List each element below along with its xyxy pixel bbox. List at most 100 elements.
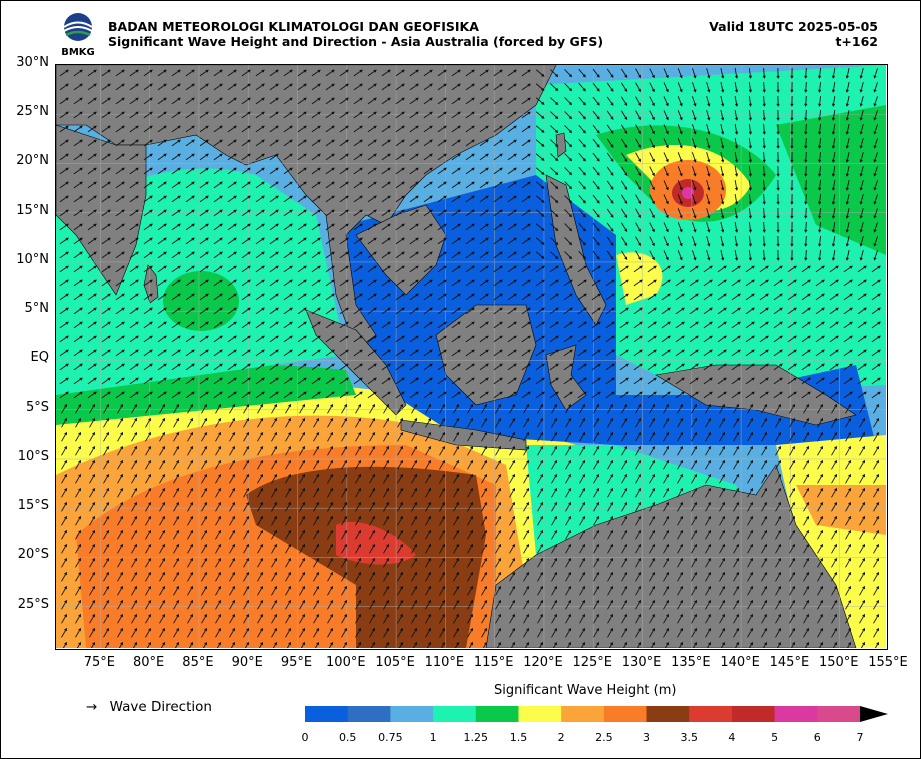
direction-arrow bbox=[703, 349, 713, 357]
direction-arrow bbox=[607, 487, 613, 498]
direction-arrow bbox=[495, 473, 501, 484]
direction-arrow bbox=[845, 515, 851, 526]
direction-arrow bbox=[747, 403, 753, 414]
direction-arrow bbox=[437, 181, 447, 189]
direction-arrow bbox=[761, 403, 767, 414]
direction-arrow bbox=[199, 363, 209, 371]
direction-arrow bbox=[818, 67, 822, 79]
direction-arrow bbox=[776, 207, 780, 219]
direction-arrow bbox=[635, 166, 641, 177]
direction-arrow bbox=[325, 265, 335, 273]
direction-arrow bbox=[579, 501, 585, 512]
direction-arrow bbox=[467, 557, 473, 568]
direction-arrow bbox=[719, 557, 725, 568]
direction-arrow bbox=[327, 501, 333, 512]
direction-arrow bbox=[551, 613, 557, 624]
direction-arrow bbox=[131, 543, 137, 554]
direction-arrow bbox=[705, 613, 711, 624]
direction-arrow bbox=[817, 543, 823, 554]
direction-arrow bbox=[271, 417, 277, 428]
direction-arrow bbox=[465, 139, 475, 147]
direction-arrow bbox=[229, 529, 235, 540]
direction-arrow bbox=[241, 321, 251, 329]
direction-arrow bbox=[187, 599, 193, 610]
direction-arrow bbox=[439, 613, 445, 624]
direction-arrow bbox=[381, 349, 391, 357]
direction-arrow bbox=[325, 349, 335, 357]
direction-arrow bbox=[703, 363, 713, 371]
direction-arrow bbox=[675, 363, 685, 371]
direction-arrow bbox=[748, 95, 752, 107]
direction-arrow bbox=[157, 111, 167, 119]
direction-arrow bbox=[521, 265, 531, 273]
direction-arrow bbox=[101, 377, 111, 385]
direction-arrow bbox=[593, 445, 599, 456]
direction-arrow bbox=[171, 349, 181, 357]
direction-arrow bbox=[747, 585, 753, 596]
direction-arrow bbox=[129, 167, 139, 175]
direction-arrow bbox=[199, 69, 209, 77]
direction-arrow bbox=[437, 167, 447, 175]
direction-arrow bbox=[271, 585, 277, 596]
direction-arrow bbox=[551, 557, 557, 568]
direction-arrow bbox=[831, 403, 837, 414]
direction-arrow bbox=[720, 180, 725, 191]
direction-arrow bbox=[593, 501, 599, 512]
direction-arrow bbox=[227, 335, 237, 343]
direction-arrow bbox=[565, 445, 571, 456]
direction-arrow bbox=[453, 627, 459, 638]
direction-arrow bbox=[787, 279, 797, 287]
direction-arrow bbox=[201, 403, 207, 414]
direction-arrow bbox=[157, 377, 167, 385]
direction-arrow bbox=[269, 307, 279, 315]
direction-arrow bbox=[299, 543, 305, 554]
direction-arrow bbox=[297, 69, 307, 77]
direction-arrow bbox=[215, 585, 221, 596]
direction-arrow bbox=[691, 96, 697, 107]
direction-arrow bbox=[395, 181, 405, 189]
direction-arrow bbox=[171, 335, 181, 343]
direction-arrow bbox=[720, 124, 725, 135]
direction-arrow bbox=[831, 585, 837, 596]
direction-arrow bbox=[159, 501, 165, 512]
direction-arrow bbox=[664, 641, 669, 648]
direction-arrow bbox=[537, 613, 543, 624]
direction-arrow bbox=[397, 571, 403, 582]
direction-arrow bbox=[257, 445, 263, 456]
direction-arrow bbox=[353, 139, 363, 147]
direction-arrow bbox=[621, 613, 627, 624]
direction-arrow bbox=[283, 349, 293, 357]
direction-arrow bbox=[619, 307, 629, 315]
direction-arrow bbox=[227, 293, 237, 301]
direction-arrow bbox=[213, 195, 223, 203]
direction-arrow bbox=[493, 97, 503, 105]
direction-arrow bbox=[143, 111, 153, 119]
direction-arrow bbox=[691, 599, 697, 610]
direction-arrow bbox=[564, 125, 573, 134]
direction-arrow bbox=[564, 111, 573, 120]
lon-label: 120°E bbox=[523, 655, 563, 670]
direction-arrow bbox=[297, 251, 307, 259]
direction-arrow bbox=[395, 279, 405, 287]
direction-arrow bbox=[607, 543, 613, 554]
direction-arrow bbox=[143, 181, 153, 189]
direction-arrow bbox=[871, 349, 881, 357]
direction-arrow bbox=[493, 293, 503, 301]
arrow-icon: → bbox=[86, 699, 98, 715]
direction-arrow bbox=[465, 335, 475, 343]
direction-arrow bbox=[691, 431, 697, 442]
direction-arrow bbox=[395, 321, 405, 329]
direction-arrow bbox=[437, 153, 447, 161]
direction-arrow bbox=[705, 557, 711, 568]
direction-arrow bbox=[62, 641, 67, 648]
direction-arrow bbox=[775, 571, 781, 582]
direction-arrow bbox=[423, 111, 433, 119]
direction-arrow bbox=[535, 209, 545, 217]
direction-arrow bbox=[691, 403, 697, 414]
direction-arrow bbox=[578, 166, 586, 176]
direction-arrow bbox=[213, 363, 223, 371]
direction-arrow bbox=[550, 139, 559, 148]
direction-arrow bbox=[775, 543, 781, 554]
direction-arrow bbox=[804, 221, 808, 233]
direction-arrow bbox=[381, 321, 391, 329]
